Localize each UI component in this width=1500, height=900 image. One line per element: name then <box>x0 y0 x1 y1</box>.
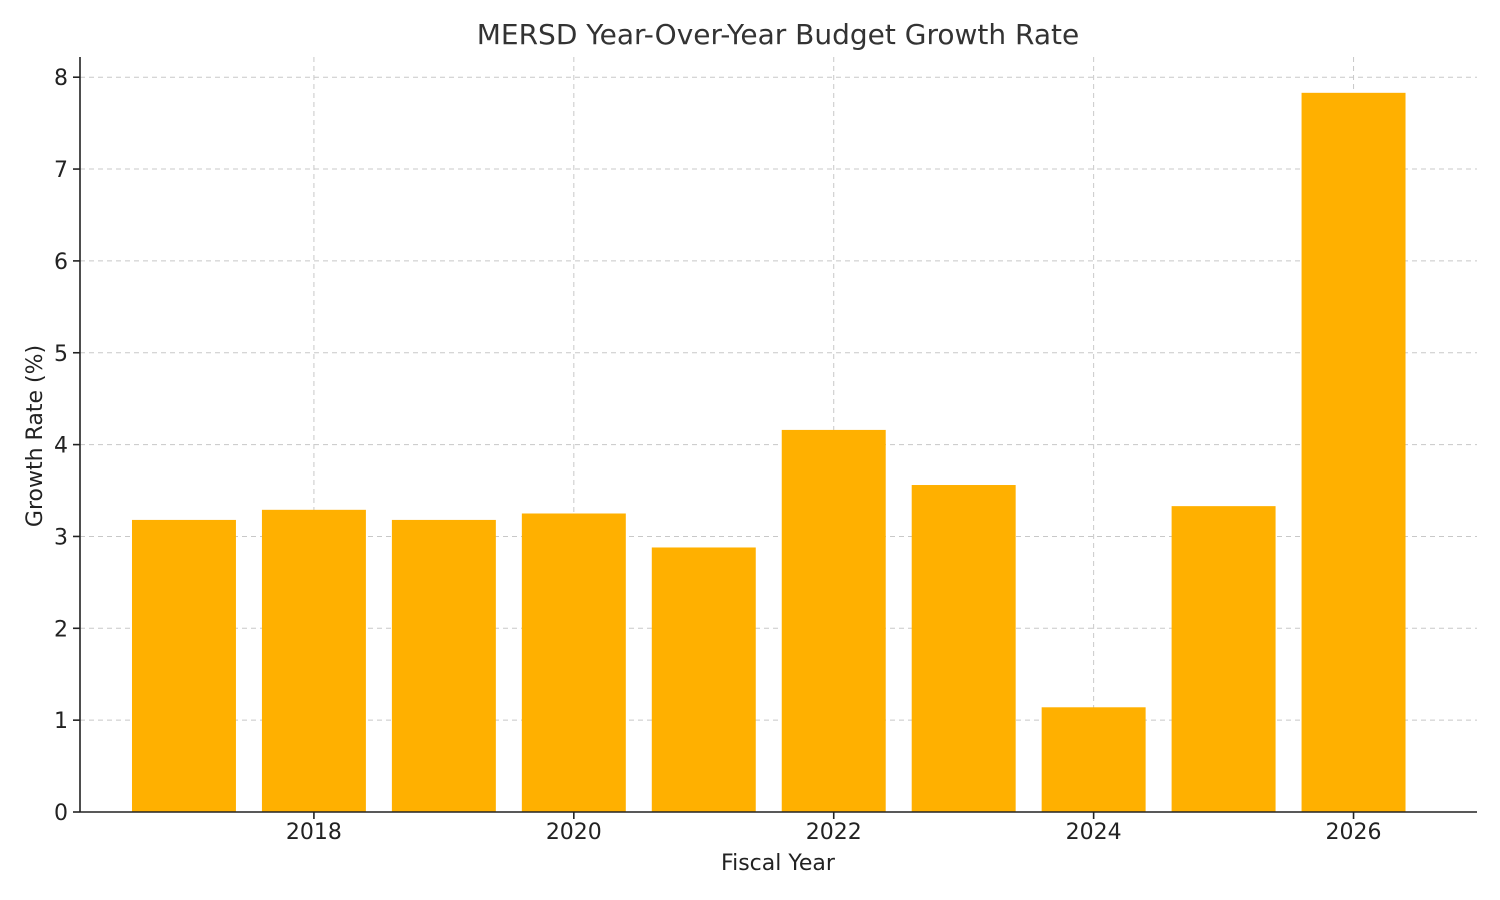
bar-2018 <box>261 509 366 812</box>
x-tick-label: 2024 <box>1066 820 1122 845</box>
ticks-layer: 0 1 2 3 4 5 6 7 8 2018 2020 2022 2024 2026 <box>54 66 1382 845</box>
bar-2019 <box>391 519 496 812</box>
y-tick-label: 0 <box>54 801 68 826</box>
bar-2017 <box>131 519 236 812</box>
x-tick-label: 2018 <box>286 820 342 845</box>
bar-2026 <box>1301 92 1406 812</box>
y-tick-label: 5 <box>54 342 68 367</box>
y-tick-label: 3 <box>54 525 68 550</box>
x-tick-label: 2020 <box>546 820 602 845</box>
bar-2022 <box>781 429 886 812</box>
y-tick-label: 1 <box>54 709 68 734</box>
y-tick-label: 2 <box>54 617 68 642</box>
y-tick-label: 8 <box>54 66 68 91</box>
x-tick-label: 2022 <box>806 820 862 845</box>
bar-2025 <box>1171 506 1276 812</box>
bar-2020 <box>521 513 626 812</box>
bar-2024 <box>1041 707 1146 812</box>
axes-layer <box>79 57 1477 813</box>
y-tick-label: 4 <box>54 434 68 459</box>
x-tick-label: 2026 <box>1326 820 1382 845</box>
bar-2021 <box>651 547 756 812</box>
y-tick-label: 7 <box>54 158 68 183</box>
bars-layer <box>131 92 1406 812</box>
y-axis-label: Growth Rate (%) <box>23 345 48 527</box>
y-tick-label: 6 <box>54 250 68 275</box>
bar-2023 <box>911 485 1016 812</box>
chart-title: MERSD Year-Over-Year Budget Growth Rate <box>477 18 1080 51</box>
x-axis-label: Fiscal Year <box>721 851 836 876</box>
